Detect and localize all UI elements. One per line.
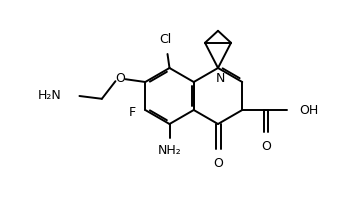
Text: Cl: Cl [159,33,172,46]
Text: OH: OH [299,103,318,116]
Text: NH₂: NH₂ [158,144,181,157]
Text: O: O [213,157,223,170]
Text: N: N [215,72,225,85]
Text: O: O [115,72,125,85]
Text: F: F [129,106,136,119]
Text: H₂N: H₂N [38,89,62,102]
Text: O: O [261,140,271,153]
